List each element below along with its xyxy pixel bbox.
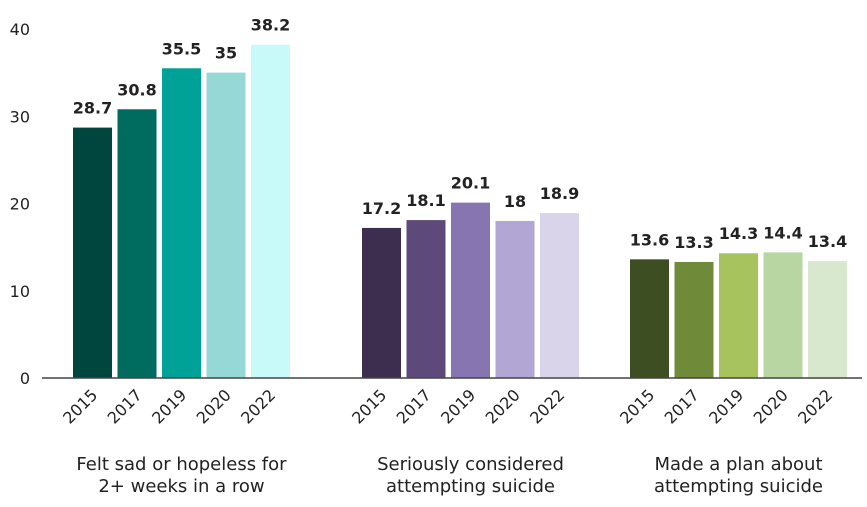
y-tick-label: 20 [10,195,30,214]
bar [73,127,112,378]
data-label: 38.2 [251,16,290,35]
bar [808,261,847,378]
x-axis: 2015 2017 2019 2020 2022 2015 2017 2019 2020 2022… [42,377,862,428]
y-axis: 0 10 20 30 40 [10,20,30,388]
bar [674,261,714,378]
bar [540,213,579,378]
x-tick-label: 2020 [482,385,524,427]
bar [206,72,246,378]
group-label: Made a plan about [654,454,822,475]
x-tick-label: 2022 [237,385,279,427]
x-tick-label: 2020 [193,385,235,427]
data-label: 13.3 [674,233,713,252]
x-tick-label: 2017 [393,385,435,427]
y-tick-label: 40 [10,20,30,39]
bar [251,44,290,379]
x-tick-label: 2017 [661,385,703,427]
x-tick-label: 2019 [437,385,479,427]
y-tick-label: 30 [10,107,30,126]
data-label: 17.2 [362,199,401,218]
group-label: Felt sad or hopeless for [76,454,287,475]
x-tick-label: 2022 [526,385,568,427]
data-label: 35 [215,44,237,63]
bar [406,220,446,378]
x-tick-label: 2017 [104,385,146,427]
data-label: 18 [504,192,526,211]
data-label: 28.7 [73,99,112,118]
bar [117,109,157,379]
bars: 28.7 30.8 35.5 35 38.2 17.2 18.1 20.1 18 18.9 13.6… [73,16,847,379]
bar [362,227,401,378]
x-tick-label: 2015 [348,385,390,427]
group-label: attempting suicide [654,476,823,497]
x-tick-label: 2020 [750,385,792,427]
data-label: 30.8 [117,80,156,99]
y-tick-label: 10 [10,282,30,301]
data-label: 35.5 [162,39,201,58]
bar [495,220,535,378]
x-tick-label: 2015 [59,385,101,427]
data-label: 18.9 [540,184,579,203]
bar [719,253,758,378]
y-tick-label: 0 [20,369,30,388]
bar [162,68,201,378]
group-label: 2+ weeks in a row [98,476,264,497]
bar [451,202,490,378]
data-label: 14.3 [719,224,758,243]
group-label: Seriously considered [377,454,564,475]
x-tick-label: 2022 [794,385,836,427]
bar [763,252,803,378]
data-label: 18.1 [406,191,445,210]
group-label: attempting suicide [386,476,555,497]
x-tick-label: 2015 [616,385,658,427]
data-label: 13.6 [630,230,669,249]
data-label: 20.1 [451,174,490,193]
bar [630,259,669,378]
x-tick-label: 2019 [705,385,747,427]
x-tick-label: 2019 [148,385,190,427]
data-label: 14.4 [763,223,802,242]
data-label: 13.4 [808,232,847,251]
